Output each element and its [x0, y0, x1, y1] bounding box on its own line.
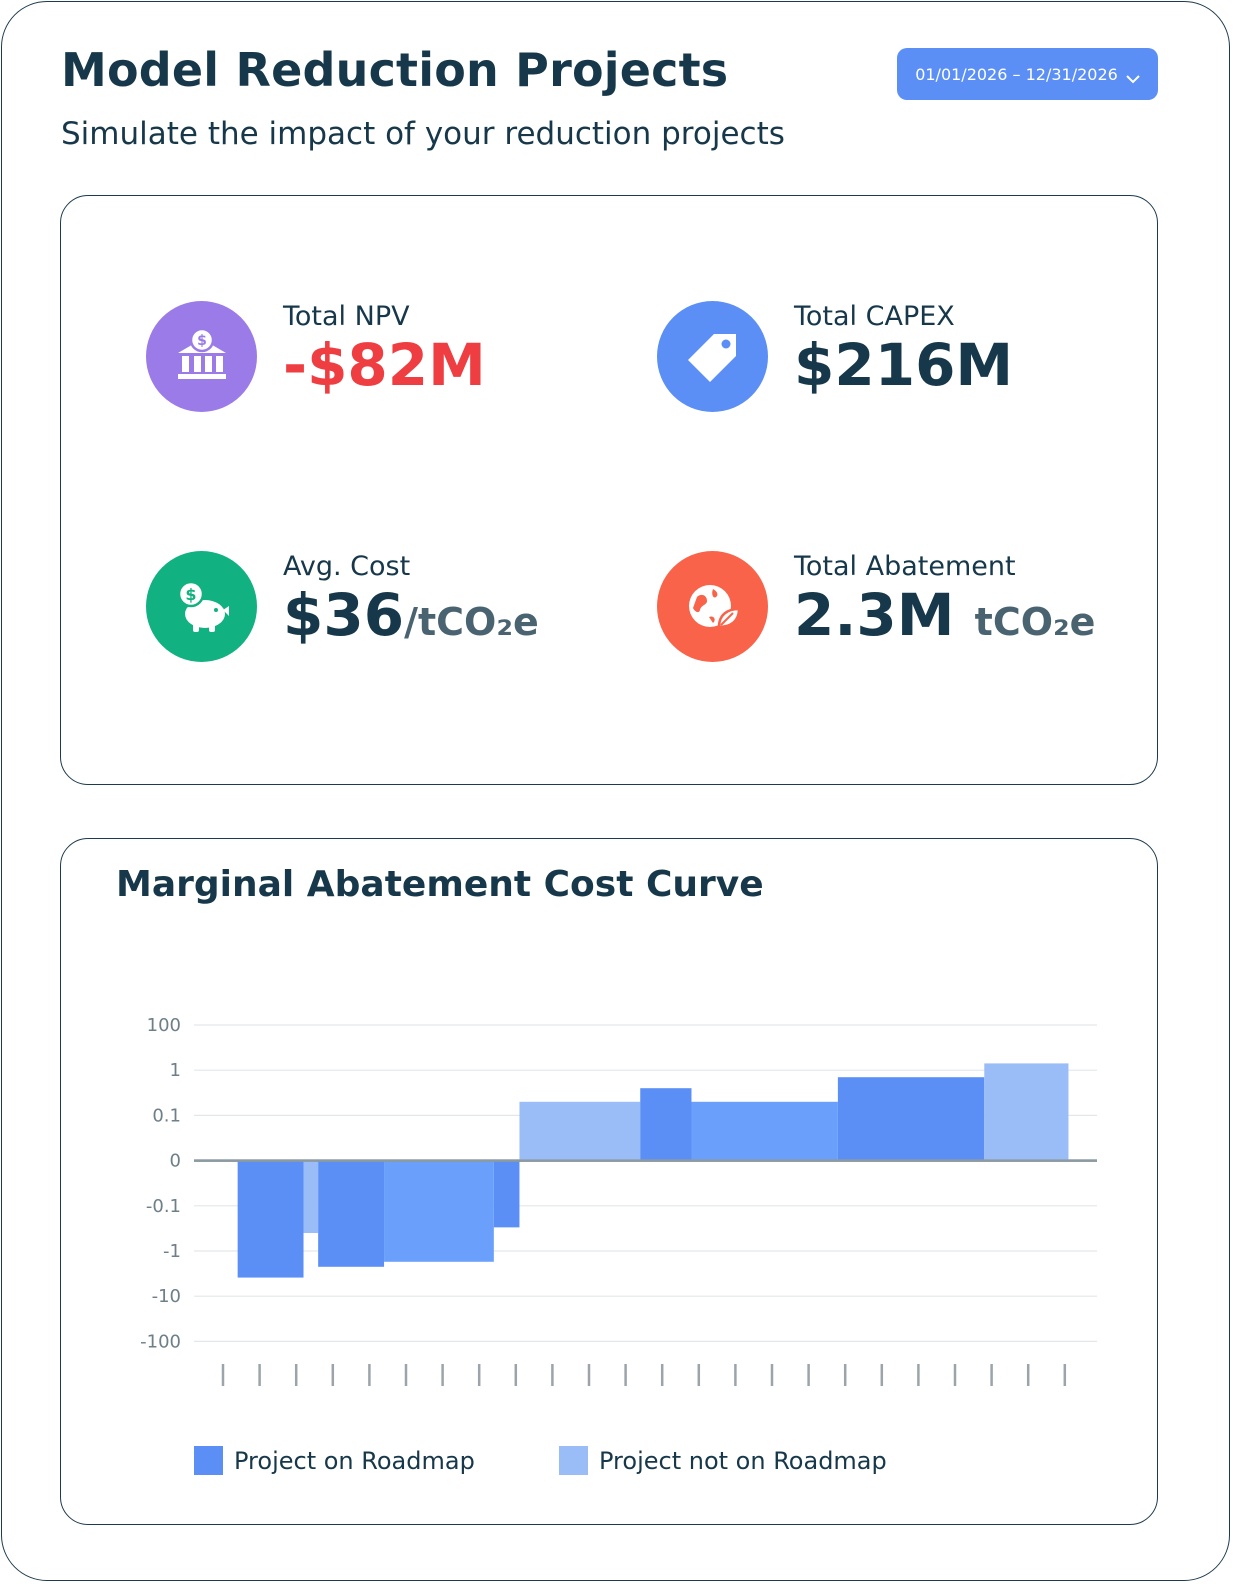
legend-item-not-on-roadmap: Project not on Roadmap: [559, 1446, 887, 1475]
y-tick-label: -10: [152, 1286, 181, 1307]
chart-title: Marginal Abatement Cost Curve: [116, 864, 764, 905]
y-tick-label: -0.1: [146, 1196, 181, 1217]
macc-bar[interactable]: [318, 1160, 385, 1267]
svg-text:$: $: [185, 585, 196, 604]
y-tick-label: -100: [140, 1331, 181, 1352]
legend-swatch-not-on-roadmap: [559, 1446, 588, 1475]
kpi-total-capex: Total CAPEX $216M: [657, 301, 1013, 412]
kpi-npv-value: -$82M: [283, 331, 486, 399]
bank-dollar-icon: $: [146, 301, 257, 412]
kpi-avg-cost-value: $36: [283, 581, 405, 649]
macc-bar[interactable]: [691, 1101, 838, 1161]
chevron-down-icon: [1126, 69, 1140, 84]
kpi-total-npv: $ Total NPV -$82M: [146, 301, 486, 412]
date-range-dropdown[interactable]: 01/01/2026 – 12/31/2026: [897, 48, 1158, 100]
y-tick-label: 1: [170, 1060, 181, 1081]
legend-swatch-on-roadmap: [194, 1446, 223, 1475]
kpi-abatement-label: Total Abatement: [794, 551, 1016, 582]
kpi-capex-label: Total CAPEX: [794, 301, 955, 332]
macc-bar[interactable]: [837, 1077, 985, 1161]
kpi-npv-label: Total NPV: [283, 301, 410, 332]
macc-bar[interactable]: [519, 1101, 641, 1161]
y-tick-label: 0.1: [152, 1105, 181, 1126]
y-tick-label: 100: [147, 1015, 181, 1036]
y-tick-label: 0: [170, 1151, 181, 1172]
kpi-avg-cost-unit: /tCO₂e: [404, 600, 539, 644]
kpi-summary-card: $ Total NPV -$82M Total CAPEX $216M: [60, 195, 1158, 785]
kpi-capex-value: $216M: [794, 331, 1014, 399]
macc-bar[interactable]: [384, 1160, 494, 1262]
legend-label-on-roadmap: Project on Roadmap: [234, 1446, 475, 1475]
kpi-avg-cost: $ Avg. Cost $36/tCO₂e: [146, 551, 539, 662]
macc-bar[interactable]: [303, 1160, 319, 1234]
kpi-abatement-unit: tCO₂e: [974, 600, 1096, 644]
macc-bar[interactable]: [640, 1088, 692, 1161]
legend-label-not-on-roadmap: Project not on Roadmap: [599, 1446, 887, 1475]
legend-item-on-roadmap: Project on Roadmap: [194, 1446, 475, 1475]
svg-text:$: $: [197, 333, 207, 349]
macc-bar[interactable]: [493, 1160, 520, 1228]
piggy-bank-icon: $: [146, 551, 257, 662]
macc-chart-svg: 100 1 0.1 0 -0.1 -1 -10 -100: [140, 1015, 1097, 1386]
y-tick-label: -1: [163, 1241, 181, 1262]
kpi-total-abatement: Total Abatement 2.3M tCO₂e: [657, 551, 1095, 662]
price-tag-icon: [657, 301, 768, 412]
kpi-avg-cost-label: Avg. Cost: [283, 551, 411, 582]
macc-bar[interactable]: [237, 1160, 304, 1278]
macc-bar[interactable]: [984, 1063, 1069, 1161]
date-range-label: 01/01/2026 – 12/31/2026: [915, 64, 1118, 84]
page-title: Model Reduction Projects: [61, 43, 729, 97]
kpi-abatement-value: 2.3M: [794, 581, 955, 649]
macc-chart-card: Marginal Abatement Cost Curve 100 1 0.1 0 -0…: [60, 838, 1158, 1525]
globe-leaf-icon: [657, 551, 768, 662]
page-subtitle: Simulate the impact of your reduction pr…: [61, 116, 785, 152]
